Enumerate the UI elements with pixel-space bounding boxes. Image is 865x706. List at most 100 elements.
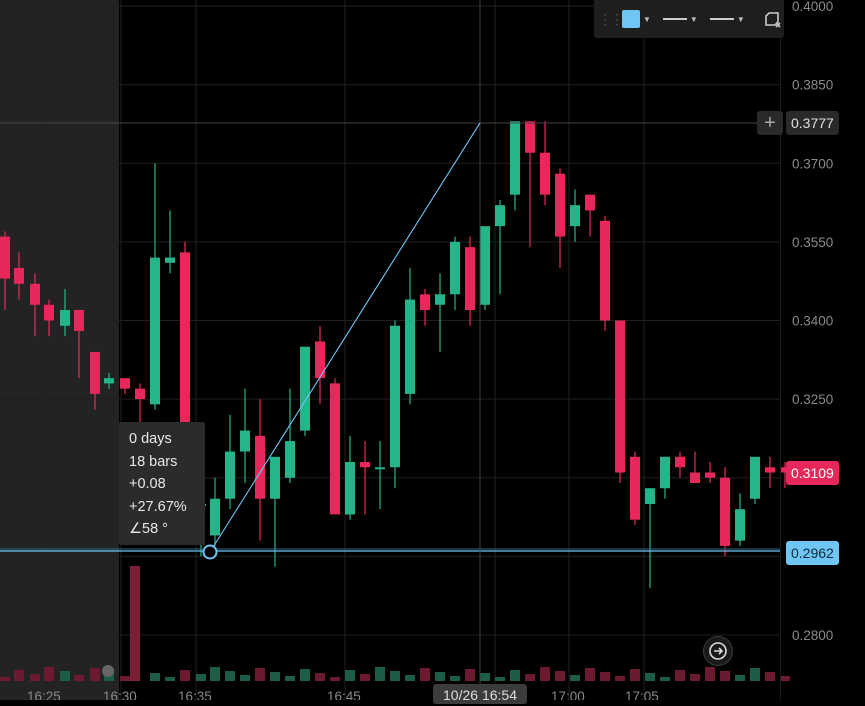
candle-body — [780, 467, 790, 473]
candle-body — [675, 456, 685, 468]
volume-bar — [180, 670, 190, 681]
candle-body — [44, 304, 54, 321]
candle-body — [600, 220, 610, 321]
candle-body — [435, 294, 445, 305]
line-price-tag: 0.2962 — [786, 541, 839, 565]
color-swatch-icon[interactable] — [622, 10, 640, 28]
candle-body — [570, 205, 580, 227]
candle-body — [90, 351, 100, 394]
volume-bar — [780, 676, 790, 681]
chevron-down-icon[interactable]: ▼ — [736, 14, 745, 24]
candle-body — [60, 310, 70, 326]
volume-bar — [196, 674, 206, 681]
volume-bar — [690, 674, 700, 681]
volume-bar — [645, 673, 655, 681]
last-price-tag: 0.3109 — [786, 461, 839, 485]
arrow-right-icon[interactable] — [703, 636, 733, 666]
clone-icon[interactable] — [761, 8, 783, 30]
y-tick-label: 0.4000 — [792, 0, 833, 14]
volume-bar — [14, 670, 24, 681]
volume-bar — [555, 671, 565, 681]
x-tick-label: 16:45 — [327, 689, 361, 700]
volume-bar — [74, 675, 84, 681]
gear-icon — [102, 665, 114, 677]
premarket-shade — [0, 0, 119, 700]
volume-bar — [720, 671, 730, 681]
volume-bar — [0, 677, 10, 681]
volume-bar — [360, 674, 370, 681]
candle-body — [135, 388, 145, 400]
candle-body — [210, 498, 220, 536]
candle-body — [615, 320, 625, 473]
volume-bar — [600, 672, 610, 681]
volume-bar — [60, 671, 70, 681]
candle-body — [765, 467, 775, 473]
trend-line-drawing — [209, 122, 481, 553]
candle-body — [74, 310, 84, 331]
chevron-down-icon[interactable]: ▼ — [689, 14, 698, 24]
volume-bar — [30, 674, 40, 681]
chevron-down-icon[interactable]: ▼ — [643, 14, 651, 24]
x-tick-label: 16:25 — [27, 689, 61, 700]
line-width-icon[interactable] — [709, 18, 734, 20]
volume-bar — [675, 670, 685, 681]
volume-bar — [585, 668, 595, 681]
candle-body — [180, 252, 190, 504]
tooltip-days: 0 days — [129, 431, 172, 447]
volume-bar — [525, 674, 535, 681]
volume-bar — [750, 668, 760, 681]
candle-body — [585, 194, 595, 211]
volume-bar — [420, 668, 430, 681]
candle-body — [450, 241, 460, 295]
candle-body — [660, 456, 670, 489]
candle-body — [375, 467, 385, 470]
volume-bar — [315, 673, 325, 681]
volume-bar — [405, 675, 415, 681]
candle-body — [255, 435, 265, 499]
candle-body — [405, 299, 415, 394]
candle-body — [0, 236, 10, 279]
volume-bar — [450, 676, 460, 681]
drag-handle-icon[interactable]: ⋮⋮ — [598, 11, 624, 27]
volume-bar — [225, 671, 235, 681]
candle-body — [480, 226, 490, 305]
volume-bar — [540, 667, 550, 681]
candle-body — [14, 268, 24, 284]
candle-body — [360, 462, 370, 468]
candle-body — [555, 173, 565, 237]
candle-body — [285, 441, 295, 478]
line-style-icon[interactable] — [662, 18, 687, 20]
volume-bar — [390, 671, 400, 681]
tooltip-bars: 18 bars — [129, 453, 178, 470]
candle-body — [630, 456, 640, 520]
y-tick-label: 0.2800 — [792, 628, 833, 643]
y-tick-label: 0.3850 — [792, 78, 833, 93]
candle-body — [150, 257, 160, 405]
candle-body — [330, 383, 340, 515]
trend-line-anchor — [202, 544, 218, 560]
volume-bar — [130, 566, 140, 681]
volume-bar — [660, 677, 670, 681]
candle-body — [735, 509, 745, 541]
drawing-toolbar: ⋮⋮ ▼ ▼ ▼ — [594, 0, 784, 38]
volume-bar — [270, 672, 280, 681]
plus-icon[interactable]: + — [757, 111, 783, 135]
volume-bar — [150, 673, 160, 681]
volume-bar — [90, 668, 100, 681]
volume-bar — [165, 677, 175, 681]
candle-body — [240, 430, 250, 452]
candle-body — [30, 283, 40, 305]
candle-body — [390, 325, 400, 468]
tooltip-change: +0.08 — [129, 476, 166, 493]
volume-bar — [735, 675, 745, 681]
candle-body — [720, 477, 730, 546]
candle-body — [495, 205, 505, 227]
volume-bar — [345, 670, 355, 681]
y-tick-label: 0.3550 — [792, 235, 833, 250]
y-tick-label: 0.3400 — [792, 314, 833, 329]
candle-body — [705, 472, 715, 478]
tooltip-change-pct: +27.67% — [129, 498, 187, 515]
tooltip-angle: ∠58 ° — [129, 521, 168, 538]
volume-bar — [240, 675, 250, 681]
